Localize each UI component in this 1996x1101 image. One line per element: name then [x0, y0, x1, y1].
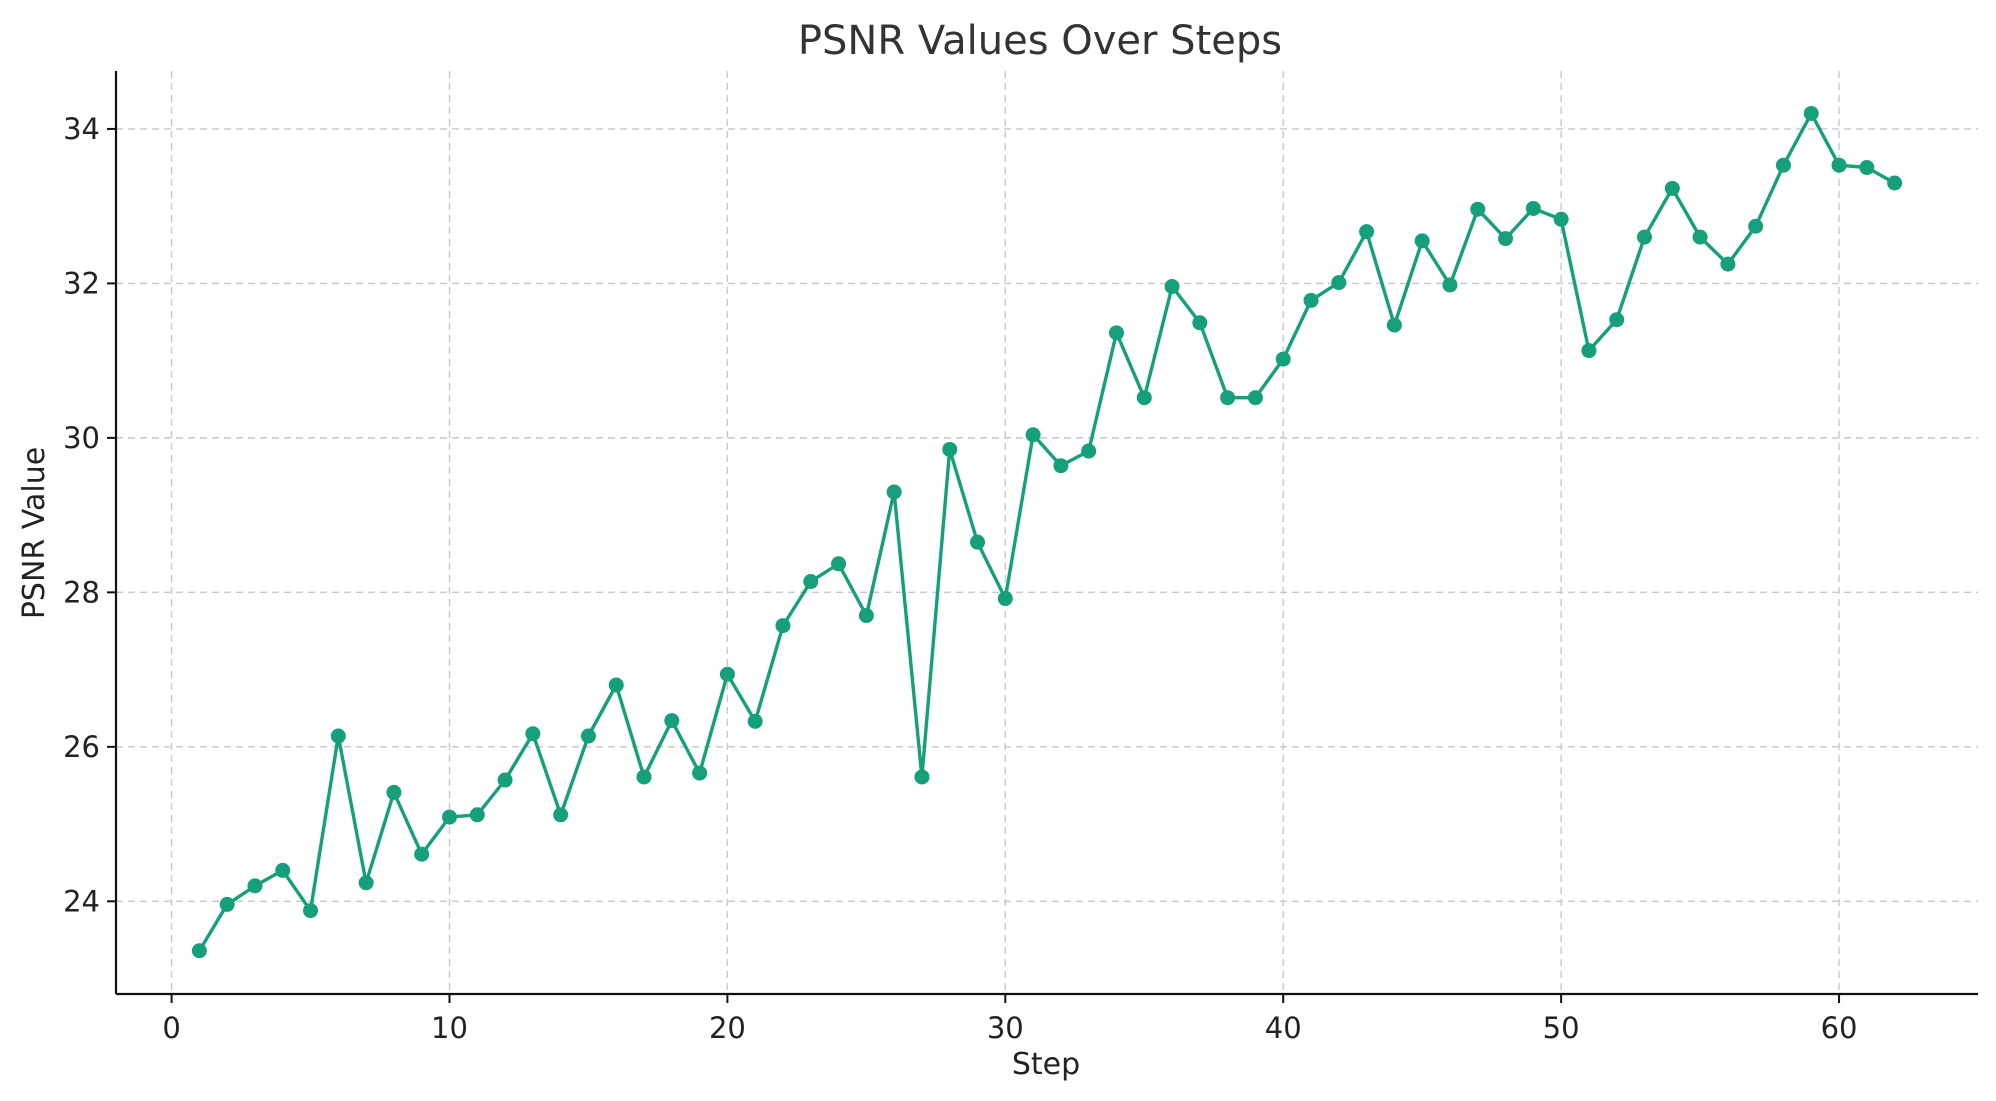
x-tick-label-20: 20 — [709, 1011, 746, 1045]
data-point-step-15 — [580, 728, 596, 744]
data-point-step-20 — [719, 666, 735, 682]
data-point-step-52 — [1609, 312, 1625, 328]
y-tick-label-30: 30 — [63, 421, 100, 455]
data-point-step-21 — [747, 713, 763, 729]
axes — [114, 71, 1978, 996]
data-point-step-51 — [1581, 343, 1597, 359]
data-point-step-25 — [858, 608, 874, 624]
data-point-step-11 — [469, 807, 485, 823]
data-point-step-4 — [275, 862, 291, 878]
data-point-step-5 — [303, 903, 319, 919]
data-point-step-41 — [1303, 292, 1319, 308]
data-point-step-47 — [1470, 201, 1486, 217]
data-point-step-59 — [1803, 105, 1819, 121]
data-point-step-9 — [414, 846, 430, 862]
data-point-step-12 — [497, 772, 513, 788]
y-tick-label-32: 32 — [63, 266, 100, 300]
x-tick-label-40: 40 — [1265, 1011, 1302, 1045]
grid-lines — [116, 71, 1978, 994]
data-point-step-17 — [636, 769, 652, 785]
data-point-step-3 — [247, 878, 263, 894]
data-point-step-14 — [553, 807, 569, 823]
data-point-step-6 — [330, 728, 346, 744]
data-point-step-56 — [1720, 256, 1736, 272]
x-tick-label-50: 50 — [1543, 1011, 1580, 1045]
data-point-step-30 — [997, 591, 1013, 607]
x-tick-label-0: 0 — [162, 1011, 180, 1045]
data-point-step-33 — [1081, 443, 1097, 459]
tick-marks: 0 10 20 30 40 50 60 24 26 28 30 32 34 — [63, 112, 1857, 1045]
chart-title: PSNR Values Over Steps — [798, 18, 1282, 64]
data-point-step-40 — [1275, 351, 1291, 367]
data-point-step-23 — [803, 574, 819, 590]
data-point-step-7 — [358, 875, 374, 891]
data-point-step-31 — [1025, 427, 1041, 443]
data-point-step-44 — [1386, 317, 1402, 333]
data-point-step-46 — [1442, 277, 1458, 293]
data-point-step-37 — [1192, 315, 1208, 331]
data-point-step-29 — [970, 534, 986, 550]
data-point-step-10 — [441, 809, 457, 825]
y-tick-label-34: 34 — [63, 112, 100, 146]
data-point-step-53 — [1637, 229, 1653, 245]
data-point-step-38 — [1220, 390, 1236, 406]
data-point-step-35 — [1136, 390, 1152, 406]
y-tick-label-24: 24 — [63, 884, 100, 918]
data-point-step-24 — [831, 556, 847, 572]
data-point-step-1 — [191, 943, 207, 959]
data-point-step-32 — [1053, 458, 1069, 474]
data-point-step-8 — [386, 784, 402, 800]
data-point-step-27 — [914, 769, 930, 785]
data-point-step-45 — [1414, 233, 1430, 249]
data-point-step-54 — [1664, 180, 1680, 196]
data-point-step-50 — [1553, 211, 1569, 227]
x-tick-label-10: 10 — [431, 1011, 468, 1045]
data-point-step-16 — [608, 677, 624, 693]
data-point-step-55 — [1692, 229, 1708, 245]
data-point-step-36 — [1164, 278, 1180, 294]
data-point-step-60 — [1831, 157, 1847, 173]
y-tick-label-26: 26 — [63, 730, 100, 764]
data-point-step-28 — [942, 441, 958, 457]
data-point-step-2 — [219, 896, 235, 912]
data-point-step-39 — [1247, 390, 1263, 406]
data-point-step-19 — [692, 765, 708, 781]
data-point-step-34 — [1108, 325, 1124, 341]
data-point-step-62 — [1887, 175, 1903, 191]
data-point-step-58 — [1775, 157, 1791, 173]
x-tick-label-60: 60 — [1821, 1011, 1858, 1045]
data-point-step-18 — [664, 713, 680, 729]
data-point-step-57 — [1748, 218, 1764, 234]
data-point-step-48 — [1498, 231, 1514, 247]
x-axis-label: Step — [1012, 1047, 1080, 1082]
series-psnr — [191, 105, 1903, 959]
data-point-step-26 — [886, 484, 902, 500]
y-tick-label-28: 28 — [63, 575, 100, 609]
data-point-step-43 — [1359, 224, 1375, 240]
data-point-step-49 — [1525, 200, 1541, 216]
data-point-step-13 — [525, 726, 541, 742]
y-axis-label: PSNR Value — [17, 447, 52, 619]
x-tick-label-30: 30 — [987, 1011, 1024, 1045]
data-point-step-42 — [1331, 275, 1347, 291]
data-point-step-22 — [775, 618, 791, 634]
data-point-step-61 — [1859, 160, 1875, 176]
